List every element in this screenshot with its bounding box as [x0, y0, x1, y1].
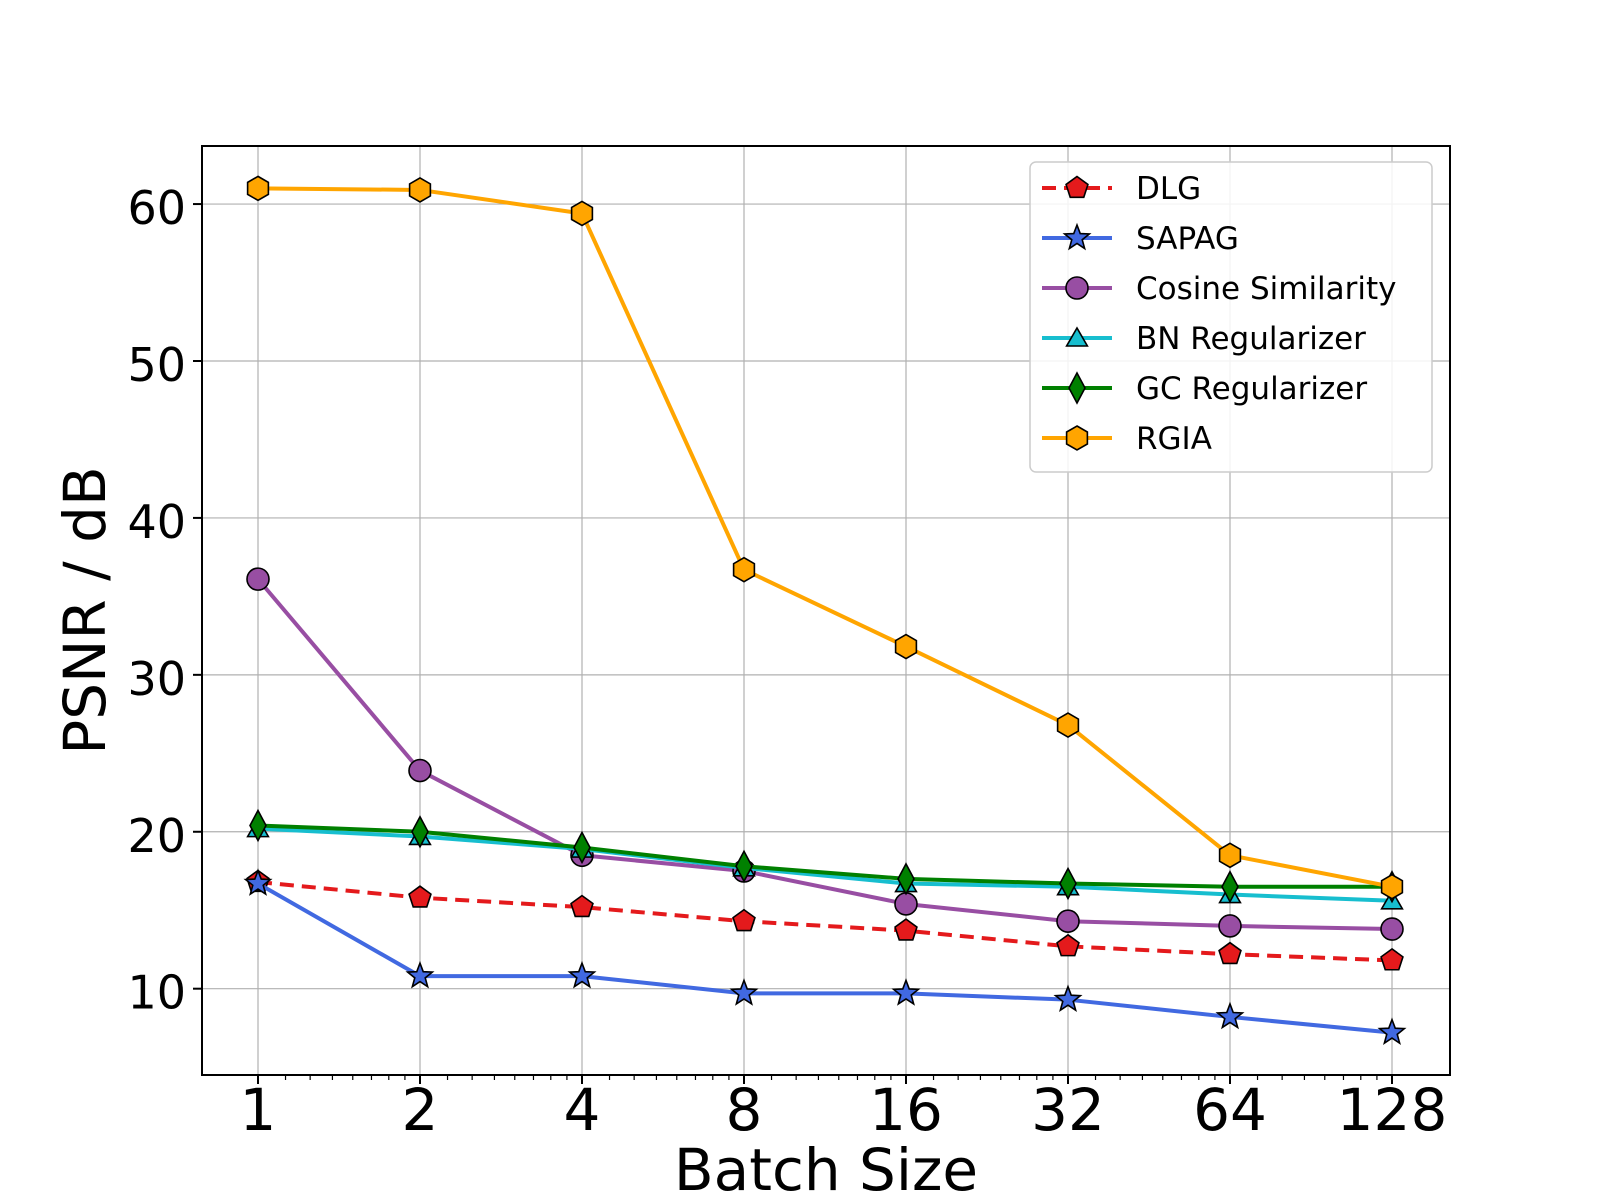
series-line: [257, 879, 1393, 963]
data-point: [411, 815, 429, 849]
series-line: [257, 826, 1393, 903]
data-point: [567, 960, 597, 989]
data-point: [1380, 947, 1404, 971]
data-point: [732, 908, 756, 932]
data-point: [1056, 712, 1080, 738]
data-point: [1377, 1017, 1407, 1045]
data-point: [1380, 873, 1404, 900]
legend-label: Cosine Similarity: [1136, 271, 1397, 307]
series-layer: [243, 175, 1407, 1045]
legend-entry: GC Regularizer: [1042, 371, 1367, 407]
legend-marker: [1068, 371, 1086, 405]
legend-label: RGIA: [1136, 421, 1212, 457]
series-dlg: [246, 869, 1404, 971]
legend-label: DLG: [1136, 171, 1201, 207]
data-point: [1221, 869, 1239, 904]
data-point: [732, 556, 756, 583]
data-point: [249, 808, 267, 843]
legend-entry: DLG: [1042, 171, 1201, 207]
axis-ticks: 1 2 4 8 16 32 64 128 10 20 30 40 50 60: [127, 181, 1447, 1144]
legend-label: GC Regularizer: [1136, 371, 1367, 407]
data-point: [1215, 1001, 1245, 1030]
data-point: [894, 633, 918, 660]
legend-entry: SAPAG: [1042, 221, 1239, 257]
y-tick-label: 40: [127, 495, 186, 549]
legend-box: [1029, 161, 1433, 473]
data-point: [1056, 909, 1080, 934]
data-point: [573, 830, 591, 865]
data-point: [1380, 917, 1404, 941]
y-tick-label: 60: [127, 181, 186, 235]
x-tick-label: 64: [1193, 1076, 1267, 1144]
plot-frame: [201, 145, 1451, 1076]
legend-marker: [1065, 276, 1089, 300]
data-point: [405, 960, 435, 989]
legend-entry: RGIA: [1042, 421, 1212, 457]
data-point: [894, 892, 918, 916]
series-gc-regularizer: [249, 808, 1401, 904]
data-point: [897, 862, 915, 896]
x-tick-label: 1: [240, 1076, 277, 1144]
data-point: [570, 894, 594, 918]
y-tick-label: 20: [127, 809, 186, 863]
series-line: [257, 186, 1393, 889]
data-point: [408, 758, 432, 783]
series-line: [256, 577, 1393, 932]
series-rgia: [246, 175, 1404, 900]
data-point: [735, 849, 753, 883]
data-point: [729, 978, 759, 1006]
data-point: [891, 978, 921, 1006]
data-point: [1053, 984, 1083, 1013]
data-point: [243, 868, 273, 896]
series-line: [257, 881, 1393, 1035]
x-tick-label: 16: [869, 1076, 943, 1144]
data-point: [894, 918, 918, 941]
y-tick-label: 50: [127, 338, 186, 392]
data-point: [570, 200, 594, 227]
data-point: [1218, 842, 1242, 869]
data-point: [408, 885, 432, 908]
y-axis-title: PSNR / dB: [51, 466, 119, 755]
legend: DLG SAPAG Cosine Similarity BN Regularizer G…: [1029, 161, 1433, 473]
data-point: [246, 175, 270, 202]
x-axis-title: Batch Size: [674, 1136, 978, 1200]
legend-label: SAPAG: [1136, 221, 1239, 257]
data-point: [1218, 914, 1242, 938]
legend-entry: Cosine Similarity: [1042, 271, 1397, 307]
data-point: [1056, 933, 1080, 957]
data-point: [246, 567, 270, 591]
y-tick-label: 30: [127, 652, 186, 706]
x-tick-label: 4: [564, 1076, 601, 1144]
data-point: [408, 177, 432, 203]
legend-marker: [1062, 222, 1092, 251]
x-tick-label: 2: [402, 1076, 439, 1144]
legend-marker: [1065, 326, 1089, 347]
series-line: [257, 823, 1392, 889]
x-tick-label: 32: [1031, 1076, 1105, 1144]
legend-marker: [1065, 425, 1089, 451]
legend-label: BN Regularizer: [1136, 321, 1366, 357]
series-sapag: [243, 868, 1407, 1045]
legend-entry: BN Regularizer: [1042, 321, 1366, 357]
data-point: [1059, 866, 1077, 901]
legend-marker: [1065, 175, 1089, 199]
data-point: [1218, 941, 1242, 965]
x-tick-label: 8: [726, 1076, 763, 1144]
x-tick-label: 128: [1337, 1076, 1448, 1144]
y-tick-label: 10: [127, 966, 186, 1020]
